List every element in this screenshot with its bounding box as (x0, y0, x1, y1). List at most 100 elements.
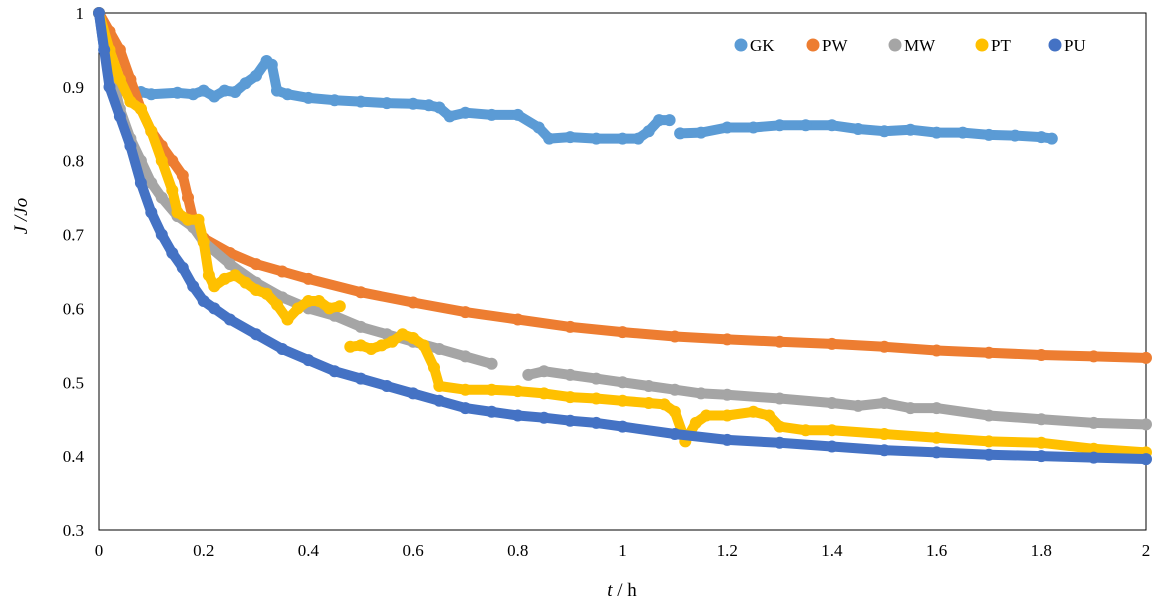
data-point (982, 448, 995, 461)
data-point (113, 110, 126, 123)
data-point (721, 388, 734, 401)
data-point (1087, 451, 1100, 464)
data-point (229, 86, 242, 98)
data-point (182, 213, 194, 226)
data-point (145, 206, 158, 219)
data-point (428, 361, 440, 374)
data-point (878, 428, 891, 440)
data-point (145, 125, 158, 138)
data-point (930, 126, 943, 139)
data-point (134, 103, 147, 115)
data-point (271, 84, 283, 97)
legend-marker (888, 38, 902, 52)
data-point (773, 335, 786, 348)
data-point (1035, 436, 1048, 449)
legend-label: GK (750, 36, 775, 55)
legend-label: PT (991, 36, 1011, 55)
data-point (904, 402, 917, 415)
data-point (930, 344, 943, 357)
data-point (281, 313, 294, 326)
data-point (663, 114, 676, 127)
data-point (192, 213, 205, 226)
data-point (721, 121, 734, 134)
data-point (930, 431, 943, 444)
series-gk (93, 7, 1058, 145)
legend-marker (734, 38, 748, 52)
data-point (197, 84, 210, 97)
data-point (98, 43, 111, 56)
legend-label: MW (904, 36, 936, 55)
data-point (689, 416, 702, 429)
data-point (459, 350, 472, 363)
data-point (616, 326, 629, 339)
plot-frame (98, 12, 1147, 531)
data-point (208, 280, 221, 293)
data-point (825, 337, 838, 350)
data-point (176, 261, 189, 274)
series-line (94, 8, 675, 144)
data-point (354, 372, 367, 385)
data-point (511, 108, 524, 121)
data-point (302, 272, 315, 285)
data-point (407, 296, 420, 309)
data-point (763, 409, 776, 422)
x-tick-label: 1 (618, 541, 627, 560)
data-point (878, 444, 891, 457)
data-point (182, 191, 194, 204)
series-pu (93, 7, 1152, 466)
data-point (459, 306, 472, 319)
data-point (590, 416, 603, 429)
data-point (229, 269, 242, 282)
data-point (187, 88, 200, 101)
data-point (197, 236, 210, 248)
data-point (721, 409, 734, 422)
data-point (616, 420, 629, 433)
data-point (375, 339, 388, 352)
data-point (187, 280, 200, 293)
data-point (250, 69, 262, 82)
data-point (239, 77, 252, 90)
data-point (674, 127, 687, 140)
data-point (396, 328, 409, 341)
data-point (590, 372, 603, 385)
data-point (323, 302, 336, 315)
data-point (271, 298, 283, 311)
data-point (417, 339, 430, 352)
data-point (176, 169, 189, 182)
data-point (1035, 349, 1048, 361)
data-point (511, 409, 524, 422)
data-point (538, 411, 550, 424)
data-point (538, 387, 550, 400)
data-point (250, 258, 262, 271)
legend-marker (1048, 38, 1062, 52)
data-point (171, 86, 184, 99)
data-point (433, 380, 446, 392)
x-tick-label: 1.6 (926, 541, 947, 560)
data-point (302, 91, 315, 104)
y-tick-label: 0.4 (63, 447, 85, 466)
data-point (616, 132, 629, 145)
y-axis-title: J /Jo (11, 198, 32, 234)
x-tick-label: 1.4 (821, 541, 843, 560)
data-point (433, 101, 446, 114)
x-tick-label: 0.8 (507, 541, 528, 560)
data-point (658, 398, 671, 411)
data-point (668, 405, 681, 418)
data-point (1045, 132, 1058, 145)
data-point (1035, 131, 1048, 144)
data-point (564, 391, 577, 404)
y-tick-label: 0.9 (63, 78, 84, 97)
data-point (773, 436, 786, 449)
data-point (982, 409, 995, 422)
data-point (197, 295, 210, 307)
data-point (365, 343, 378, 355)
data-point (124, 139, 137, 152)
data-point (155, 191, 168, 204)
data-point (380, 97, 393, 110)
x-tick-label: 0 (95, 541, 104, 560)
data-point (218, 272, 231, 285)
data-point (700, 409, 713, 422)
legend-label: PU (1064, 36, 1086, 55)
data-point (668, 383, 681, 396)
y-tick-label: 0.3 (63, 521, 84, 540)
